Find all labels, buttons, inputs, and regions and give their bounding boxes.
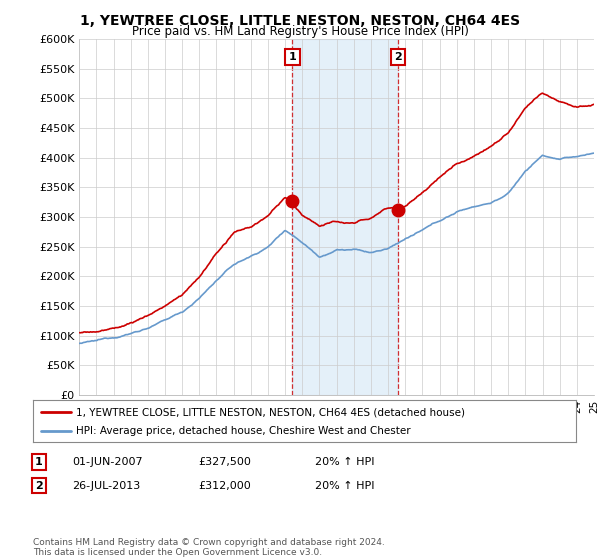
Text: Price paid vs. HM Land Registry's House Price Index (HPI): Price paid vs. HM Land Registry's House … (131, 25, 469, 38)
Text: 01-JUN-2007: 01-JUN-2007 (72, 457, 143, 467)
Text: £327,500: £327,500 (198, 457, 251, 467)
Text: 20% ↑ HPI: 20% ↑ HPI (315, 480, 374, 491)
Text: 1: 1 (289, 52, 296, 62)
Text: Contains HM Land Registry data © Crown copyright and database right 2024.
This d: Contains HM Land Registry data © Crown c… (33, 538, 385, 557)
Text: 20% ↑ HPI: 20% ↑ HPI (315, 457, 374, 467)
Text: 1, YEWTREE CLOSE, LITTLE NESTON, NESTON, CH64 4ES (detached house): 1, YEWTREE CLOSE, LITTLE NESTON, NESTON,… (76, 407, 466, 417)
Text: 1, YEWTREE CLOSE, LITTLE NESTON, NESTON, CH64 4ES: 1, YEWTREE CLOSE, LITTLE NESTON, NESTON,… (80, 14, 520, 28)
Text: 26-JUL-2013: 26-JUL-2013 (72, 480, 140, 491)
Text: 1: 1 (35, 457, 43, 467)
Text: 2: 2 (394, 52, 402, 62)
Text: £312,000: £312,000 (198, 480, 251, 491)
Text: HPI: Average price, detached house, Cheshire West and Chester: HPI: Average price, detached house, Ches… (76, 426, 411, 436)
Bar (292, 39, 398, 395)
Text: 2: 2 (35, 480, 43, 491)
